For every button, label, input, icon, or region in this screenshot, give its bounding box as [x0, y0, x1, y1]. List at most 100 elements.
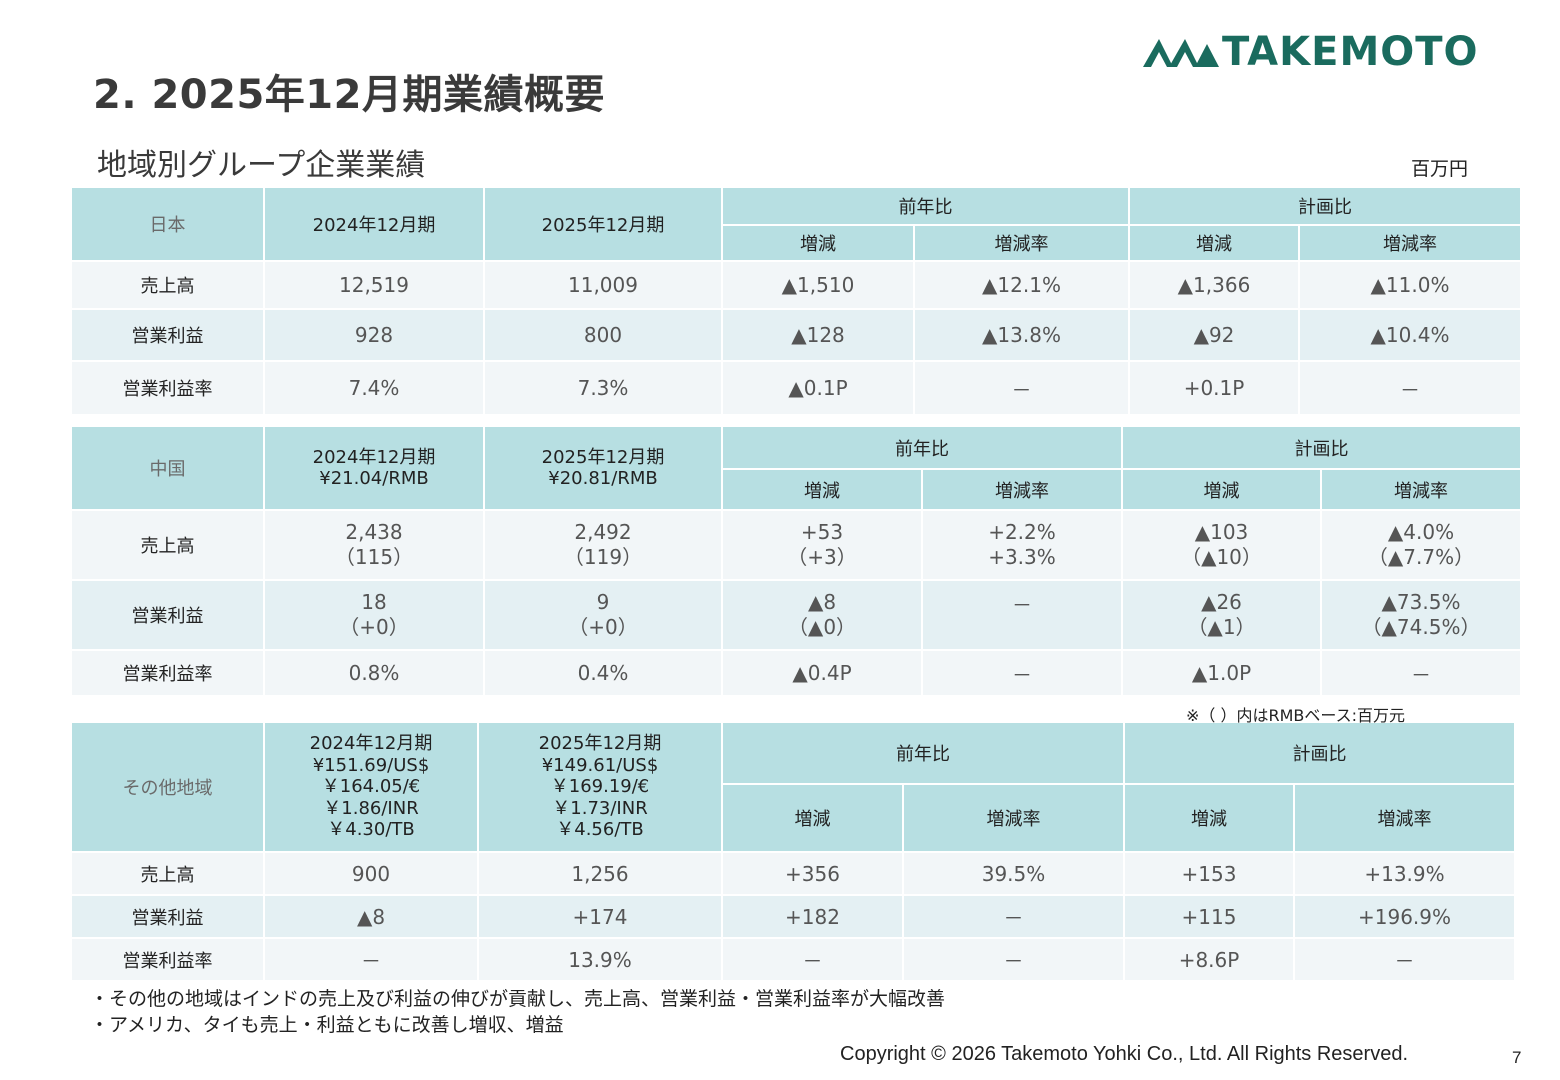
cell-rmb-value: （+0）	[339, 615, 409, 639]
cell-value: ▲73.5%	[1381, 590, 1461, 614]
cell-value: 9	[596, 590, 610, 614]
col-header-2024: 2024年12月期 ¥151.69/US$ ￥164.05/€ ￥1.86/IN…	[265, 723, 479, 853]
col-header-2024: 2024年12月期	[265, 188, 485, 262]
cell: +174	[479, 896, 723, 939]
cell: ▲1,366	[1130, 262, 1300, 310]
cell-rmb-value: （▲10）	[1181, 545, 1262, 569]
exchange-rate: ￥164.05/€	[321, 776, 421, 798]
col-header-2024: 2024年12月期 ¥21.04/RMB	[265, 427, 485, 511]
plan-rate-header: 増減率	[1322, 470, 1522, 511]
yoy-change-header: 増減	[723, 226, 915, 262]
cell: ▲8	[265, 896, 479, 939]
cell-rmb-value: （+0）	[568, 615, 638, 639]
yoy-change-header: 増減	[723, 785, 904, 853]
col-header-2025: 2025年12月期 ¥20.81/RMB	[485, 427, 723, 511]
cell-value: ▲8	[807, 590, 837, 614]
cell: ▲1.0P	[1123, 651, 1322, 697]
yoy-rate-header: 増減率	[923, 470, 1123, 511]
cell: +0.1P	[1130, 362, 1300, 416]
table-row: 営業利益 ▲8 +174 +182 － +115 +196.9%	[72, 896, 1516, 939]
cell: 7.4%	[265, 362, 485, 416]
japan-table: 日本 2024年12月期 2025年12月期 前年比 計画比 増減 増減率 増減…	[72, 188, 1522, 416]
plan-rate-header: 増減率	[1300, 226, 1522, 262]
exchange-rate: ￥4.56/TB	[556, 819, 644, 841]
cell: 0.4%	[485, 651, 723, 697]
yoy-change-header: 増減	[723, 470, 923, 511]
plan-header: 計画比	[1125, 723, 1516, 785]
col-header-2025-label: 2025年12月期	[541, 447, 665, 468]
table-row: 営業利益 928 800 ▲128 ▲13.8% ▲92 ▲10.4%	[72, 310, 1522, 362]
plan-header: 計画比	[1130, 188, 1522, 226]
cell: －	[1322, 651, 1522, 697]
row-label: 売上高	[72, 262, 265, 310]
logo-wordmark: TAKEMOTO	[1222, 29, 1479, 75]
takemoto-logo	[1143, 39, 1219, 67]
cell: 7.3%	[485, 362, 723, 416]
unit-label: 百万円	[1411, 158, 1469, 180]
cell-rmb-value: （▲74.5%）	[1361, 615, 1481, 639]
cell-rmb-value: （▲0）	[787, 615, 857, 639]
table-row: 売上高 12,519 11,009 ▲1,510 ▲12.1% ▲1,366 ▲…	[72, 262, 1522, 310]
row-label: 営業利益率	[72, 939, 265, 982]
cell: 2,492 （119）	[485, 511, 723, 581]
cell: 800	[485, 310, 723, 362]
cell-value: 18	[361, 590, 387, 614]
row-label: 営業利益率	[72, 362, 265, 416]
cell: ▲1,510	[723, 262, 915, 310]
row-label: 営業利益	[72, 581, 265, 651]
col-header-2025: 2025年12月期	[485, 188, 723, 262]
exchange-rate: ¥20.81/RMB	[548, 468, 658, 489]
cell: +153	[1125, 853, 1295, 896]
cell-rmb-value: （115）	[334, 545, 414, 569]
cell: 9 （+0）	[485, 581, 723, 651]
region-header-japan: 日本	[72, 188, 265, 262]
commentary-bullet: ・アメリカ、タイも売上・利益ともに改善し増収、増益	[90, 1014, 564, 1036]
exchange-rate: ¥21.04/RMB	[319, 468, 429, 489]
exchange-rate: ￥1.86/INR	[323, 797, 419, 819]
cell-rmb-value: （119）	[563, 545, 643, 569]
cell-rmb-value: （+3）	[787, 545, 857, 569]
cell-value: ▲4.0%	[1387, 520, 1455, 544]
cell: 2,438 （115）	[265, 511, 485, 581]
cell: ▲0.1P	[723, 362, 915, 416]
cell: －	[923, 651, 1123, 697]
cell: －	[915, 362, 1130, 416]
yoy-header: 前年比	[723, 427, 1123, 470]
cell: +53 （+3）	[723, 511, 923, 581]
cell: ▲8 （▲0）	[723, 581, 923, 651]
commentary-bullet: ・その他の地域はインドの売上及び利益の伸びが貢献し、売上高、営業利益・営業利益率…	[90, 988, 946, 1010]
cell: ▲103 （▲10）	[1123, 511, 1322, 581]
yoy-header: 前年比	[723, 723, 1125, 785]
cell: ▲4.0% （▲7.7%）	[1322, 511, 1522, 581]
cell: +2.2% +3.3%	[923, 511, 1123, 581]
cell: 0.8%	[265, 651, 485, 697]
table-row: 売上高 2,438 （115） 2,492 （119） +53 （+3） +2.2% +…	[72, 511, 1522, 581]
cell: 12,519	[265, 262, 485, 310]
cell: －	[723, 939, 904, 982]
cell-rmb-value: +3.3%	[988, 545, 1056, 569]
cell: +356	[723, 853, 904, 896]
cell-value: +2.2%	[988, 520, 1056, 544]
cell: －	[1295, 939, 1516, 982]
cell: 900	[265, 853, 479, 896]
page-number: 7	[1512, 1048, 1522, 1067]
col-header-2025-label: 2025年12月期	[538, 733, 662, 755]
table-row: 売上高 900 1,256 +356 39.5% +153 +13.9%	[72, 853, 1516, 896]
section-subtitle: 地域別グループ企業業績	[97, 148, 426, 183]
cell-rmb-value: （▲7.7%）	[1367, 545, 1475, 569]
cell-rmb-value: （▲1）	[1187, 615, 1256, 639]
cell: ▲92	[1130, 310, 1300, 362]
cell: ▲12.1%	[915, 262, 1130, 310]
cell: +8.6P	[1125, 939, 1295, 982]
cell: +115	[1125, 896, 1295, 939]
plan-rate-header: 増減率	[1295, 785, 1516, 853]
exchange-rate: ￥169.19/€	[550, 776, 650, 798]
yoy-rate-header: 増減率	[904, 785, 1125, 853]
table-row: 営業利益 18 （+0） 9 （+0） ▲8 （▲0） － ▲26 （▲1） ▲73.5…	[72, 581, 1522, 651]
row-label: 営業利益	[72, 896, 265, 939]
col-header-2025: 2025年12月期 ¥149.61/US$ ￥169.19/€ ￥1.73/IN…	[479, 723, 723, 853]
page-title: 2. 2025年12月期業績概要	[93, 72, 605, 118]
plan-change-header: 増減	[1125, 785, 1295, 853]
row-label: 売上高	[72, 853, 265, 896]
cell-value: 2,492	[574, 520, 632, 544]
